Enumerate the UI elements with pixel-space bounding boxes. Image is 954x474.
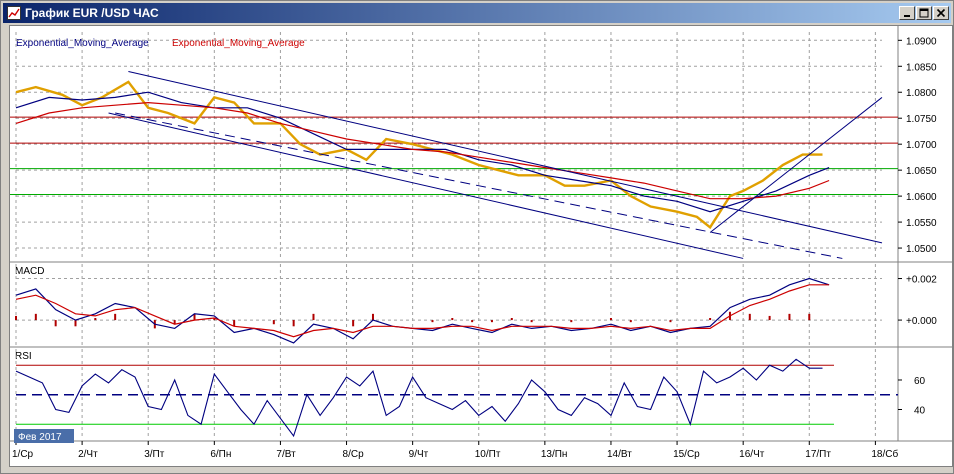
legend-ema-slow: Exponential_Moving_Average xyxy=(172,38,305,49)
macd-signal-line xyxy=(15,284,830,338)
series-ema_slow xyxy=(15,101,830,200)
price-chart-canvas[interactable]: Exponential_Moving_Average Exponential_M… xyxy=(10,26,952,466)
y-tick-label: 1.0600 xyxy=(906,192,937,203)
x-tick-label: 14/Вт xyxy=(607,449,632,460)
rsi-panel-title: RSI xyxy=(15,351,32,362)
x-tick-label: 3/Пт xyxy=(144,449,165,460)
y-tick-label: 1.0650 xyxy=(906,166,937,177)
rsi-line xyxy=(15,358,823,438)
trend-line xyxy=(128,70,883,244)
window-title: График EUR /USD ЧАС xyxy=(25,6,159,20)
x-tick-label: 7/Вт xyxy=(276,449,296,460)
x-tick-label: 10/Пт xyxy=(475,449,501,460)
y-tick-label: 60 xyxy=(914,376,926,387)
x-tick-label: 16/Чт xyxy=(739,449,765,460)
y-tick-label: 1.0550 xyxy=(906,218,937,229)
x-tick-label: 1/Ср xyxy=(12,449,34,460)
y-tick-label: 1.0750 xyxy=(906,114,937,125)
chart-app-icon xyxy=(7,6,21,20)
chart-area[interactable]: Exponential_Moving_Average Exponential_M… xyxy=(9,25,953,467)
x-tick-label: 17/Пт xyxy=(805,449,831,460)
x-tick-label: 2/Чт xyxy=(78,449,98,460)
x-tick-label: 18/Сб xyxy=(871,448,898,460)
title-bar[interactable]: График EUR /USD ЧАС xyxy=(3,3,951,23)
close-icon xyxy=(936,8,946,18)
maximize-button[interactable] xyxy=(916,6,932,20)
trend-line xyxy=(115,112,843,259)
y-tick-label: +0.002 xyxy=(906,275,937,286)
x-tick-label: 9/Чт xyxy=(409,449,429,460)
trend-line xyxy=(108,112,744,259)
date-badge xyxy=(14,429,74,443)
minimize-icon xyxy=(904,15,910,17)
y-tick-label: 1.0700 xyxy=(906,140,937,151)
minimize-button[interactable] xyxy=(899,6,915,20)
macd-panel-title: MACD xyxy=(15,266,44,277)
x-tick-label: 6/Пн xyxy=(210,449,231,460)
y-tick-label: 1.0850 xyxy=(906,62,937,73)
y-tick-label: 1.0500 xyxy=(906,244,937,255)
trend-line xyxy=(709,97,883,233)
close-button[interactable] xyxy=(933,6,949,20)
x-tick-label: 8/Ср xyxy=(343,449,365,460)
series-ema_fast xyxy=(15,91,830,213)
x-tick-label: 13/Пн xyxy=(541,449,568,460)
maximize-icon xyxy=(919,8,929,18)
y-tick-label: +0.000 xyxy=(906,316,937,327)
y-tick-label: 40 xyxy=(914,405,926,416)
y-tick-label: 1.0800 xyxy=(906,88,937,99)
x-tick-label: 15/Ср xyxy=(673,449,700,460)
y-tick-label: 1.0900 xyxy=(906,36,937,47)
date-badge-label: Фев 2017 xyxy=(18,432,62,443)
legend-ema-fast: Exponential_Moving_Average xyxy=(16,38,149,49)
